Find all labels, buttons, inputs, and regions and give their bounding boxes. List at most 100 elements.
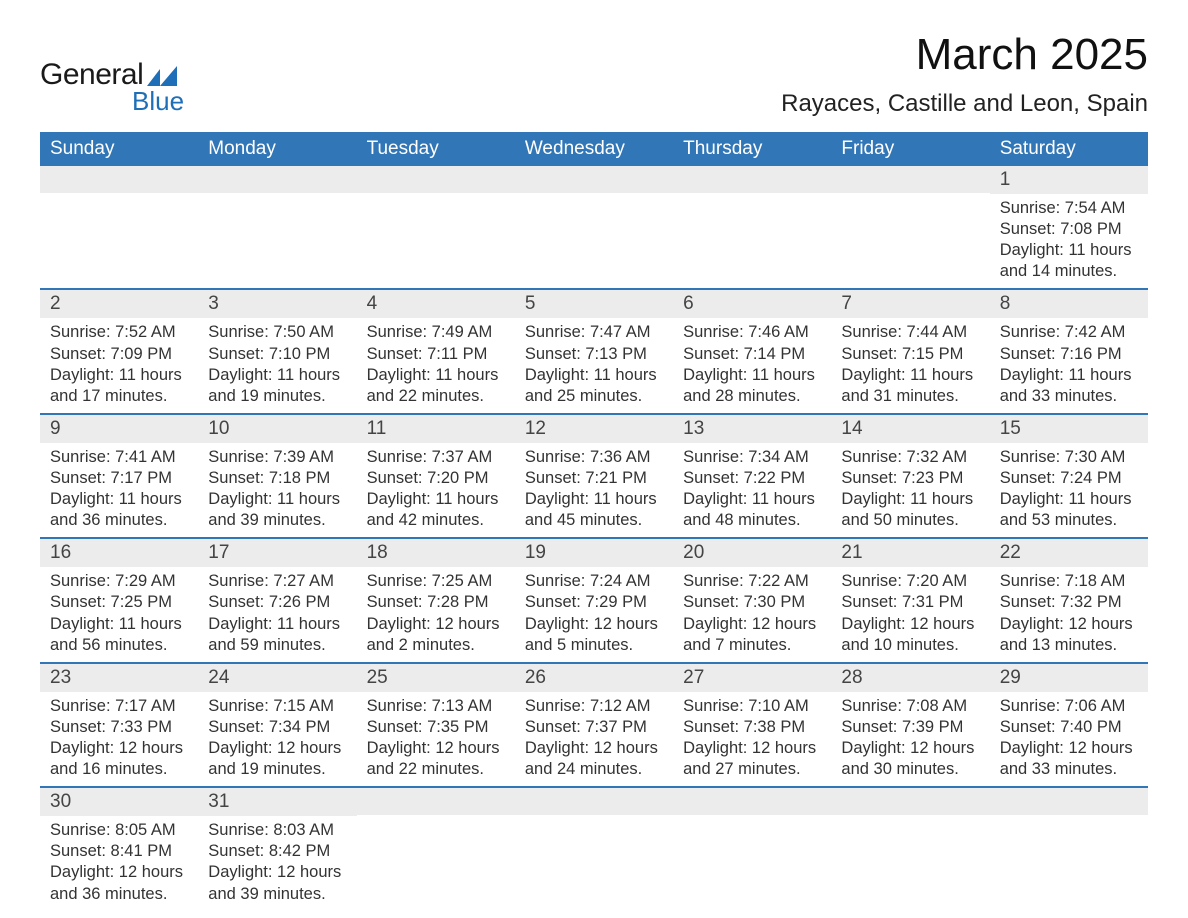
day-data: Sunrise: 7:44 AMSunset: 7:15 PMDaylight:… bbox=[831, 318, 989, 412]
daylight-text: Daylight: 11 hours and 39 minutes. bbox=[208, 489, 346, 531]
calendar-table: Sunday Monday Tuesday Wednesday Thursday… bbox=[40, 132, 1148, 911]
daylight-text: Daylight: 11 hours and 48 minutes. bbox=[683, 489, 821, 531]
day-cell: 6Sunrise: 7:46 AMSunset: 7:14 PMDaylight… bbox=[673, 289, 831, 413]
day-number: 24 bbox=[198, 664, 356, 692]
day-number: 10 bbox=[198, 415, 356, 443]
sunrise-text: Sunrise: 7:39 AM bbox=[208, 447, 346, 468]
day-data bbox=[357, 193, 515, 279]
daylight-text: Daylight: 11 hours and 42 minutes. bbox=[367, 489, 505, 531]
day-cell: 18Sunrise: 7:25 AMSunset: 7:28 PMDayligh… bbox=[357, 538, 515, 662]
day-data bbox=[990, 815, 1148, 901]
day-data: Sunrise: 7:20 AMSunset: 7:31 PMDaylight:… bbox=[831, 567, 989, 661]
day-cell: 31Sunrise: 8:03 AMSunset: 8:42 PMDayligh… bbox=[198, 787, 356, 910]
sunset-text: Sunset: 7:10 PM bbox=[208, 344, 346, 365]
day-number bbox=[673, 166, 831, 193]
sunrise-text: Sunrise: 7:37 AM bbox=[367, 447, 505, 468]
header-row: General Blue March 2025 Rayaces, Castill… bbox=[40, 30, 1148, 118]
day-cell bbox=[831, 166, 989, 289]
day-number bbox=[831, 788, 989, 815]
sunset-text: Sunset: 7:28 PM bbox=[367, 592, 505, 613]
calendar-body: 1Sunrise: 7:54 AMSunset: 7:08 PMDaylight… bbox=[40, 166, 1148, 911]
sunrise-text: Sunrise: 7:49 AM bbox=[367, 322, 505, 343]
day-data: Sunrise: 8:05 AMSunset: 8:41 PMDaylight:… bbox=[40, 816, 198, 910]
day-number: 15 bbox=[990, 415, 1148, 443]
day-cell: 4Sunrise: 7:49 AMSunset: 7:11 PMDaylight… bbox=[357, 289, 515, 413]
daylight-text: Daylight: 11 hours and 36 minutes. bbox=[50, 489, 188, 531]
day-data: Sunrise: 7:24 AMSunset: 7:29 PMDaylight:… bbox=[515, 567, 673, 661]
day-number: 20 bbox=[673, 539, 831, 567]
day-cell: 27Sunrise: 7:10 AMSunset: 7:38 PMDayligh… bbox=[673, 663, 831, 787]
daylight-text: Daylight: 12 hours and 22 minutes. bbox=[367, 738, 505, 780]
sunrise-text: Sunrise: 7:12 AM bbox=[525, 696, 663, 717]
day-cell bbox=[357, 787, 515, 910]
sunset-text: Sunset: 7:13 PM bbox=[525, 344, 663, 365]
sunrise-text: Sunrise: 7:15 AM bbox=[208, 696, 346, 717]
daylight-text: Daylight: 11 hours and 50 minutes. bbox=[841, 489, 979, 531]
day-cell: 19Sunrise: 7:24 AMSunset: 7:29 PMDayligh… bbox=[515, 538, 673, 662]
daylight-text: Daylight: 12 hours and 33 minutes. bbox=[1000, 738, 1138, 780]
day-number bbox=[198, 166, 356, 193]
day-data: Sunrise: 7:15 AMSunset: 7:34 PMDaylight:… bbox=[198, 692, 356, 786]
day-data: Sunrise: 7:17 AMSunset: 7:33 PMDaylight:… bbox=[40, 692, 198, 786]
sunrise-text: Sunrise: 8:03 AM bbox=[208, 820, 346, 841]
sunrise-text: Sunrise: 7:18 AM bbox=[1000, 571, 1138, 592]
day-number: 4 bbox=[357, 290, 515, 318]
day-cell: 17Sunrise: 7:27 AMSunset: 7:26 PMDayligh… bbox=[198, 538, 356, 662]
day-number: 16 bbox=[40, 539, 198, 567]
sunset-text: Sunset: 7:35 PM bbox=[367, 717, 505, 738]
day-number: 26 bbox=[515, 664, 673, 692]
daylight-text: Daylight: 11 hours and 19 minutes. bbox=[208, 365, 346, 407]
heading-block: March 2025 Rayaces, Castille and Leon, S… bbox=[781, 30, 1148, 118]
sunrise-text: Sunrise: 7:24 AM bbox=[525, 571, 663, 592]
daylight-text: Daylight: 11 hours and 53 minutes. bbox=[1000, 489, 1138, 531]
sunrise-text: Sunrise: 7:54 AM bbox=[1000, 198, 1138, 219]
sunrise-text: Sunrise: 7:52 AM bbox=[50, 322, 188, 343]
day-cell: 1Sunrise: 7:54 AMSunset: 7:08 PMDaylight… bbox=[990, 166, 1148, 289]
daylight-text: Daylight: 11 hours and 25 minutes. bbox=[525, 365, 663, 407]
sunrise-text: Sunrise: 8:05 AM bbox=[50, 820, 188, 841]
daylight-text: Daylight: 12 hours and 27 minutes. bbox=[683, 738, 821, 780]
sunrise-text: Sunrise: 7:08 AM bbox=[841, 696, 979, 717]
day-data: Sunrise: 8:03 AMSunset: 8:42 PMDaylight:… bbox=[198, 816, 356, 910]
day-cell bbox=[40, 166, 198, 289]
day-number: 7 bbox=[831, 290, 989, 318]
day-number: 19 bbox=[515, 539, 673, 567]
day-number: 14 bbox=[831, 415, 989, 443]
day-number bbox=[515, 788, 673, 815]
daylight-text: Daylight: 12 hours and 2 minutes. bbox=[367, 614, 505, 656]
day-cell: 11Sunrise: 7:37 AMSunset: 7:20 PMDayligh… bbox=[357, 414, 515, 538]
sunrise-text: Sunrise: 7:50 AM bbox=[208, 322, 346, 343]
sunrise-text: Sunrise: 7:20 AM bbox=[841, 571, 979, 592]
daylight-text: Daylight: 12 hours and 36 minutes. bbox=[50, 862, 188, 904]
page-title: March 2025 bbox=[781, 30, 1148, 80]
day-number: 5 bbox=[515, 290, 673, 318]
day-number: 13 bbox=[673, 415, 831, 443]
sunrise-text: Sunrise: 7:06 AM bbox=[1000, 696, 1138, 717]
sunset-text: Sunset: 7:33 PM bbox=[50, 717, 188, 738]
day-cell: 14 Sunrise: 7:32 AMSunset: 7:23 PMDayligh… bbox=[831, 414, 989, 538]
sunset-text: Sunset: 7:37 PM bbox=[525, 717, 663, 738]
daylight-text: Daylight: 12 hours and 13 minutes. bbox=[1000, 614, 1138, 656]
sunset-text: Sunset: 7:11 PM bbox=[367, 344, 505, 365]
day-cell: 5Sunrise: 7:47 AMSunset: 7:13 PMDaylight… bbox=[515, 289, 673, 413]
calendar-week-row: 30Sunrise: 8:05 AMSunset: 8:41 PMDayligh… bbox=[40, 787, 1148, 910]
weekday-header-row: Sunday Monday Tuesday Wednesday Thursday… bbox=[40, 132, 1148, 166]
calendar-week-row: 9Sunrise: 7:41 AMSunset: 7:17 PMDaylight… bbox=[40, 414, 1148, 538]
sunset-text: Sunset: 7:18 PM bbox=[208, 468, 346, 489]
day-data: Sunrise: 7:50 AMSunset: 7:10 PMDaylight:… bbox=[198, 318, 356, 412]
sunset-text: Sunset: 7:23 PM bbox=[841, 468, 979, 489]
day-data: Sunrise: 7:13 AMSunset: 7:35 PMDaylight:… bbox=[357, 692, 515, 786]
sunrise-text: Sunrise: 7:17 AM bbox=[50, 696, 188, 717]
day-number: 28 bbox=[831, 664, 989, 692]
calendar-week-row: 16Sunrise: 7:29 AMSunset: 7:25 PMDayligh… bbox=[40, 538, 1148, 662]
sunset-text: Sunset: 7:09 PM bbox=[50, 344, 188, 365]
logo-text-general: General bbox=[40, 58, 143, 92]
sunset-text: Sunset: 8:41 PM bbox=[50, 841, 188, 862]
day-cell: 28Sunrise: 7:08 AMSunset: 7:39 PMDayligh… bbox=[831, 663, 989, 787]
sunset-text: Sunset: 7:20 PM bbox=[367, 468, 505, 489]
sunrise-text: Sunrise: 7:32 AM bbox=[841, 447, 979, 468]
daylight-text: Daylight: 11 hours and 45 minutes. bbox=[525, 489, 663, 531]
logo-text-blue: Blue bbox=[132, 86, 184, 117]
sunset-text: Sunset: 7:22 PM bbox=[683, 468, 821, 489]
weekday-header: Saturday bbox=[990, 132, 1148, 166]
